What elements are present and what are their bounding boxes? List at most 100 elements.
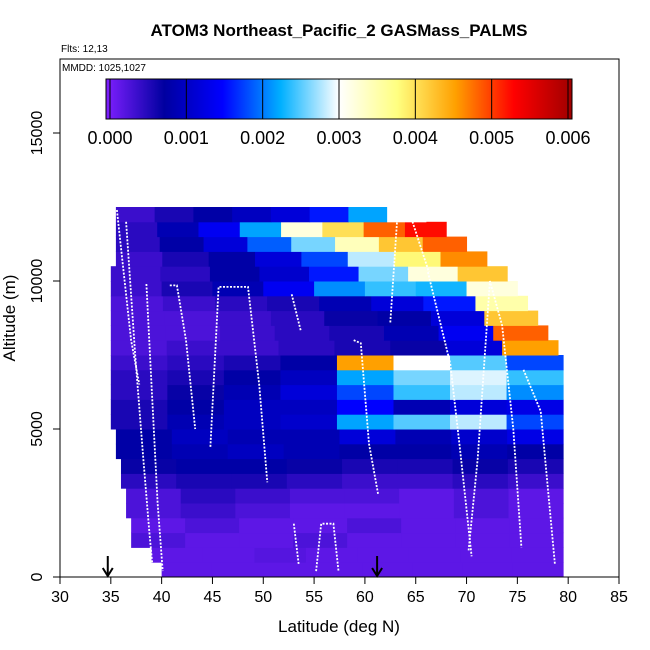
heatmap-cell	[211, 562, 263, 578]
colorbar-tick-label: 0.002	[240, 128, 285, 148]
heatmap-cell	[167, 369, 225, 386]
heatmap-cell	[110, 369, 168, 386]
x-tick-label: 80	[559, 589, 577, 606]
heatmap-cell	[227, 429, 285, 445]
flight-track	[116, 209, 141, 385]
heatmap-cell	[460, 547, 513, 563]
heatmap-cell	[164, 310, 219, 326]
flight-track	[389, 215, 430, 323]
heatmap-cell	[404, 221, 447, 238]
heatmap-cell	[314, 281, 366, 297]
heatmap-cell	[390, 340, 447, 356]
mmdd-text: MMDD: 1025,1027	[62, 63, 146, 74]
heatmap-cell	[231, 473, 288, 489]
heatmap-cell	[450, 414, 508, 430]
heatmap-cell	[430, 310, 485, 326]
x-tick-label: 65	[407, 589, 425, 606]
colorbar-tick-label: 0.004	[393, 128, 438, 148]
heatmap-cell	[348, 207, 388, 223]
heatmap-cell	[120, 458, 177, 474]
heatmap-cell	[475, 295, 529, 312]
heatmap-cell	[115, 236, 161, 252]
heatmap-cell	[176, 473, 233, 489]
heatmap-cell	[208, 251, 256, 267]
heatmap-cell	[291, 236, 336, 252]
heatmap-cell	[247, 236, 292, 252]
heatmap-cell	[506, 355, 564, 371]
heatmap-cell	[336, 414, 394, 430]
heatmap-cell	[115, 221, 158, 238]
heatmap-cell	[223, 414, 281, 430]
heatmap-cell	[422, 236, 468, 252]
heatmap-cell	[162, 251, 210, 267]
heatmap-cell	[336, 369, 394, 386]
heatmap-cell	[222, 340, 280, 356]
heatmap-cell	[507, 473, 564, 489]
heatmap-cell	[115, 207, 156, 223]
heatmap-cell	[202, 547, 255, 563]
colorbar: 0.000 0.001 0.002 0.003 0.004 0.005 0.006	[87, 78, 591, 148]
heatmap-cell	[507, 443, 564, 460]
heatmap-cell	[293, 532, 348, 548]
heatmap-cell	[283, 429, 340, 445]
heatmap-cell	[167, 414, 225, 430]
flight-track	[522, 369, 556, 566]
heatmap-cell	[126, 488, 182, 504]
heatmap-cell	[110, 384, 168, 400]
heatmap-cell	[281, 221, 323, 238]
heatmap-cell	[363, 221, 406, 238]
heatmap-cell	[115, 443, 173, 460]
heatmap-cell	[440, 251, 488, 267]
heatmap-cell	[180, 503, 236, 519]
heatmap-cell	[395, 429, 452, 445]
heatmap-cell	[280, 384, 338, 400]
heatmap-cell	[512, 562, 564, 578]
heatmap-cell	[286, 473, 343, 489]
heatmap-cell	[344, 503, 400, 519]
y-tick-label: 10000	[29, 259, 46, 304]
heatmap-cell	[110, 295, 164, 312]
heatmap-cell	[165, 325, 221, 341]
heatmap-cell	[209, 266, 260, 282]
heatmap-cell	[239, 517, 294, 534]
heatmap-cell	[387, 207, 427, 223]
flight-tracks	[116, 209, 556, 578]
heatmap-cell	[408, 547, 461, 563]
heatmap-cell	[171, 429, 229, 445]
x-axis: 30 35 40 45 50 55 60 65 70 75 80 85	[51, 577, 628, 606]
flight-track	[427, 271, 473, 557]
heatmap-cell	[324, 310, 379, 326]
flight-track	[169, 284, 197, 430]
heatmap-cell	[393, 384, 451, 400]
heatmap-cell	[223, 355, 281, 371]
heatmap-cell	[255, 251, 302, 267]
heatmap-cell	[232, 207, 272, 223]
heatmap-cell	[110, 355, 168, 371]
heatmap-cell	[511, 547, 564, 563]
heatmap-cell	[154, 207, 194, 223]
heatmap-cell	[235, 503, 291, 519]
heatmap-cell	[120, 473, 177, 489]
heatmap-cell	[198, 221, 241, 238]
heatmap-cell	[286, 458, 343, 474]
heatmap-cell	[393, 355, 451, 371]
arrow-head	[101, 567, 114, 578]
heatmap-cell	[309, 266, 360, 282]
x-tick-label: 60	[356, 589, 374, 606]
heatmap-cell	[110, 325, 166, 341]
heatmap-cell	[126, 503, 182, 519]
heatmap-cell	[280, 414, 338, 430]
y-tick-label: 15000	[29, 111, 46, 156]
flight-track	[353, 339, 379, 495]
y-axis: 0 5000 10000 15000	[29, 111, 60, 581]
heatmap-cell	[342, 473, 398, 489]
heatmap-cell	[274, 325, 330, 341]
heatmap-cell	[452, 473, 509, 489]
x-tick-label: 40	[153, 589, 171, 606]
heatmap-cell	[278, 340, 335, 356]
heatmap-cell	[319, 295, 372, 312]
heatmap-cell	[506, 369, 564, 386]
heatmap-cell	[280, 355, 338, 371]
heatmap-cell	[262, 562, 313, 578]
heatmap-cell	[110, 414, 168, 430]
